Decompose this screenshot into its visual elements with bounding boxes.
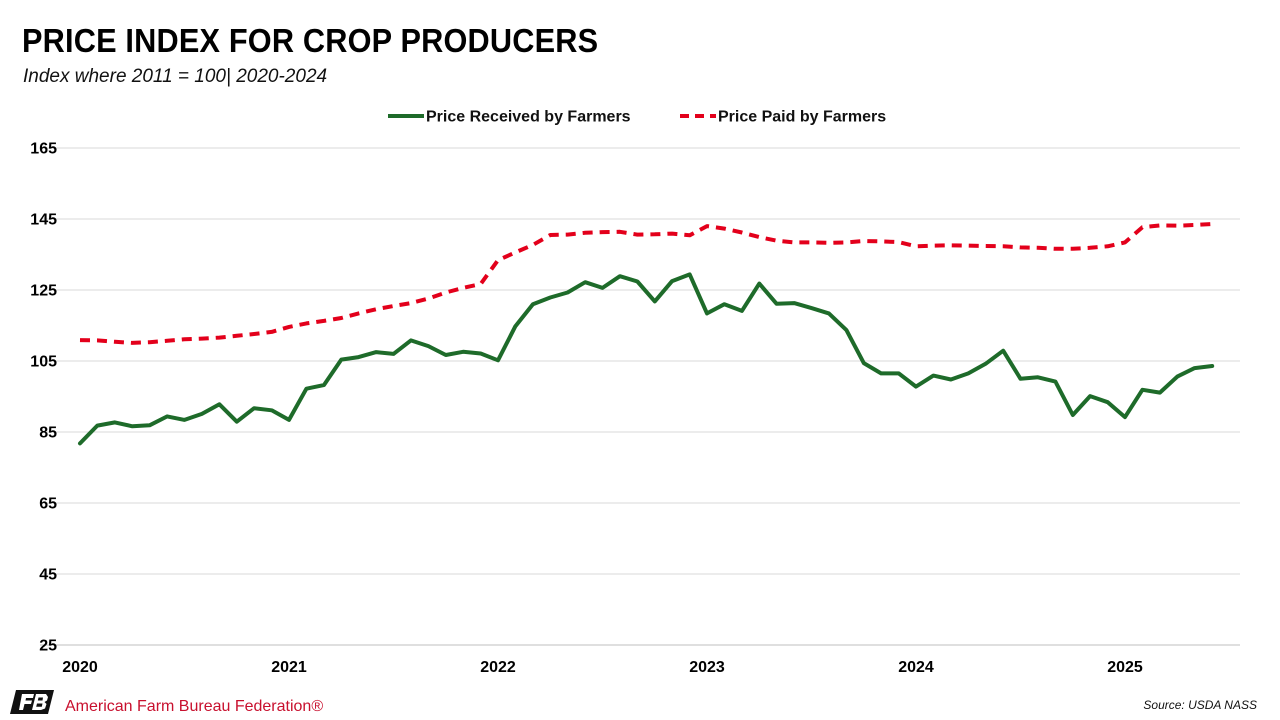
organization-name: American Farm Bureau Federation® xyxy=(65,698,324,715)
y-tick-label: 125 xyxy=(30,283,57,300)
y-tick-label: 25 xyxy=(39,638,57,655)
y-tick-label: 105 xyxy=(30,354,57,371)
y-tick-label: 45 xyxy=(39,567,57,584)
series-line-price-paid xyxy=(79,222,1213,345)
x-tick-label: 2021 xyxy=(271,659,307,676)
x-tick-label: 2023 xyxy=(689,659,725,676)
x-tick-label: 2025 xyxy=(1107,659,1143,676)
y-gridlines xyxy=(40,147,1240,646)
chart-legend: Price Received by Farmers Price Paid by … xyxy=(388,109,886,126)
y-tick-label: 65 xyxy=(39,496,57,513)
x-tick-label: 2024 xyxy=(898,659,934,676)
series-line-price-received xyxy=(78,272,1215,446)
source-note: Source: USDA NASS xyxy=(1143,698,1257,712)
legend-label-received: Price Received by Farmers xyxy=(426,109,631,126)
x-axis-ticks: 2020 2021 2022 2023 2024 2025 xyxy=(62,659,1143,676)
line-chart: Price Received by Farmers Price Paid by … xyxy=(30,109,1240,676)
chart-title: PRICE INDEX FOR CROP PRODUCERS xyxy=(22,22,599,59)
y-axis-ticks: 25 45 65 85 105 125 145 165 xyxy=(30,141,57,655)
y-tick-label: 145 xyxy=(30,212,57,229)
legend-label-paid: Price Paid by Farmers xyxy=(718,109,886,126)
y-tick-label: 165 xyxy=(30,141,57,158)
y-tick-label: 85 xyxy=(39,425,57,442)
x-tick-label: 2022 xyxy=(480,659,516,676)
series-lines xyxy=(78,222,1215,446)
x-tick-label: 2020 xyxy=(62,659,98,676)
afbf-logo-icon xyxy=(10,690,54,714)
chart-subtitle: Index where 2011 = 100| 2020-2024 xyxy=(23,66,328,87)
